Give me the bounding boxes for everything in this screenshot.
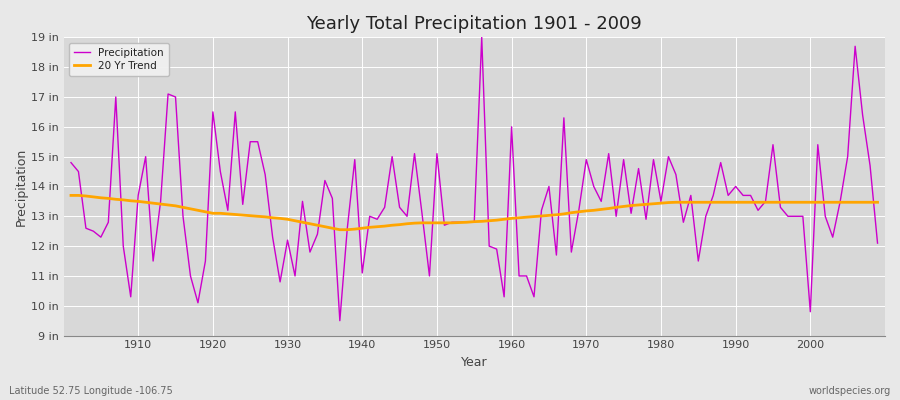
20 Yr Trend	[603, 206, 614, 211]
20 Yr Trend	[342, 227, 353, 232]
Precipitation	[514, 274, 525, 278]
20 Yr Trend	[335, 227, 346, 232]
20 Yr Trend	[125, 198, 136, 203]
Precipitation	[66, 160, 77, 165]
Text: Latitude 52.75 Longitude -106.75: Latitude 52.75 Longitude -106.75	[9, 386, 173, 396]
Precipitation	[521, 274, 532, 278]
Precipitation	[342, 226, 353, 231]
20 Yr Trend	[66, 193, 77, 198]
Precipitation	[290, 274, 301, 278]
20 Yr Trend	[514, 215, 525, 220]
Text: worldspecies.org: worldspecies.org	[809, 386, 891, 396]
Precipitation	[872, 241, 883, 246]
Y-axis label: Precipitation: Precipitation	[15, 147, 28, 226]
Precipitation	[335, 318, 346, 323]
Line: 20 Yr Trend: 20 Yr Trend	[71, 196, 878, 230]
Precipitation	[611, 214, 622, 219]
Title: Yearly Total Precipitation 1901 - 2009: Yearly Total Precipitation 1901 - 2009	[306, 15, 642, 33]
20 Yr Trend	[290, 218, 301, 223]
X-axis label: Year: Year	[461, 356, 488, 369]
Precipitation	[125, 294, 136, 299]
Precipitation	[476, 35, 487, 40]
Legend: Precipitation, 20 Yr Trend: Precipitation, 20 Yr Trend	[68, 42, 168, 76]
20 Yr Trend	[506, 216, 517, 221]
Line: Precipitation: Precipitation	[71, 37, 878, 321]
20 Yr Trend	[872, 200, 883, 205]
